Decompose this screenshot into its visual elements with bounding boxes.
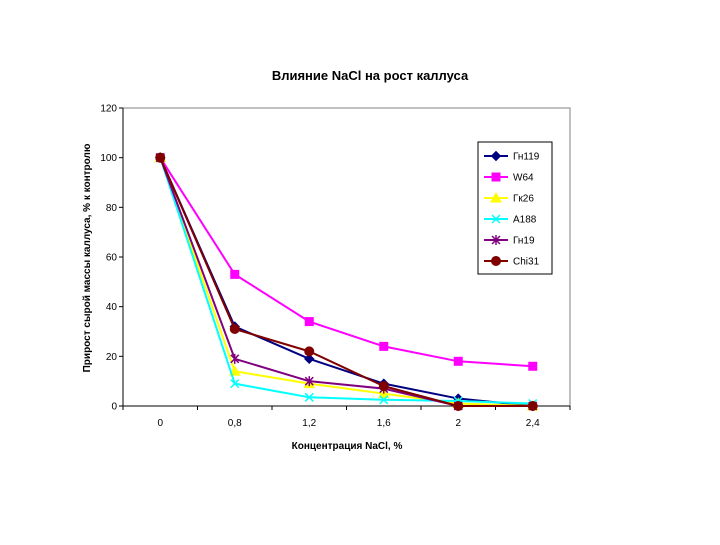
data-point	[304, 353, 315, 365]
x-tick-label: 0	[157, 418, 163, 429]
data-point	[453, 356, 463, 366]
data-point	[304, 376, 314, 387]
legend-marker	[491, 256, 501, 266]
series-line	[159, 157, 533, 407]
legend-label: Гк26	[513, 194, 534, 205]
y-tick-label: 20	[106, 352, 118, 363]
legend-marker	[491, 235, 501, 245]
data-point	[229, 324, 240, 335]
data-point	[304, 392, 314, 402]
legend-marker	[491, 172, 501, 182]
data-point	[527, 401, 538, 411]
y-tick-label: 60	[106, 253, 118, 264]
data-point	[230, 353, 240, 364]
x-tick-label: 2,4	[526, 418, 540, 429]
legend: Гн119 W64 Гк26 A188 Гн19 Chi31	[477, 141, 553, 275]
y-tick-label: 0	[111, 402, 117, 413]
y-tick-label: 80	[106, 203, 118, 214]
legend-marker	[490, 191, 502, 203]
y-axis-label: Прирост сырой массы каллуса, % к контрол…	[82, 143, 93, 372]
y-tick-label: 40	[106, 302, 118, 313]
series-line	[159, 157, 533, 405]
data-point	[230, 379, 240, 389]
chart-title: Влияние NaCl на рост каллуса	[272, 68, 469, 83]
data-point	[453, 401, 464, 411]
legend-label: Гн19	[513, 236, 535, 247]
y-tick-label: 120	[100, 104, 117, 115]
plot-area: 0 20 40 60 80 100 120 0 0,8 1,2 1,6 2 2,4	[100, 104, 571, 429]
x-tick-label: 1,2	[302, 418, 316, 429]
data-point	[155, 152, 166, 163]
x-tick-label: 0,8	[228, 418, 242, 429]
x-tick-label: 2	[455, 418, 461, 429]
legend-marker	[490, 150, 502, 162]
data-point	[378, 381, 389, 392]
data-point	[230, 269, 240, 279]
legend-label: Гн119	[513, 152, 540, 163]
y-tick-label: 100	[100, 153, 117, 164]
legend-marker	[491, 214, 501, 224]
x-tick-label: 1,6	[377, 418, 391, 429]
legend-label: Chi31	[513, 257, 540, 268]
data-point	[379, 395, 389, 405]
data-point	[304, 317, 314, 327]
data-point	[304, 346, 315, 357]
legend-box	[477, 141, 553, 275]
data-point	[528, 361, 538, 371]
series-line	[159, 157, 533, 368]
x-axis-label: Концентрация NaCl, %	[292, 441, 403, 452]
data-point	[379, 341, 389, 351]
series-line	[159, 157, 533, 407]
legend-label: W64	[513, 173, 534, 184]
legend-label: A188	[513, 215, 537, 226]
